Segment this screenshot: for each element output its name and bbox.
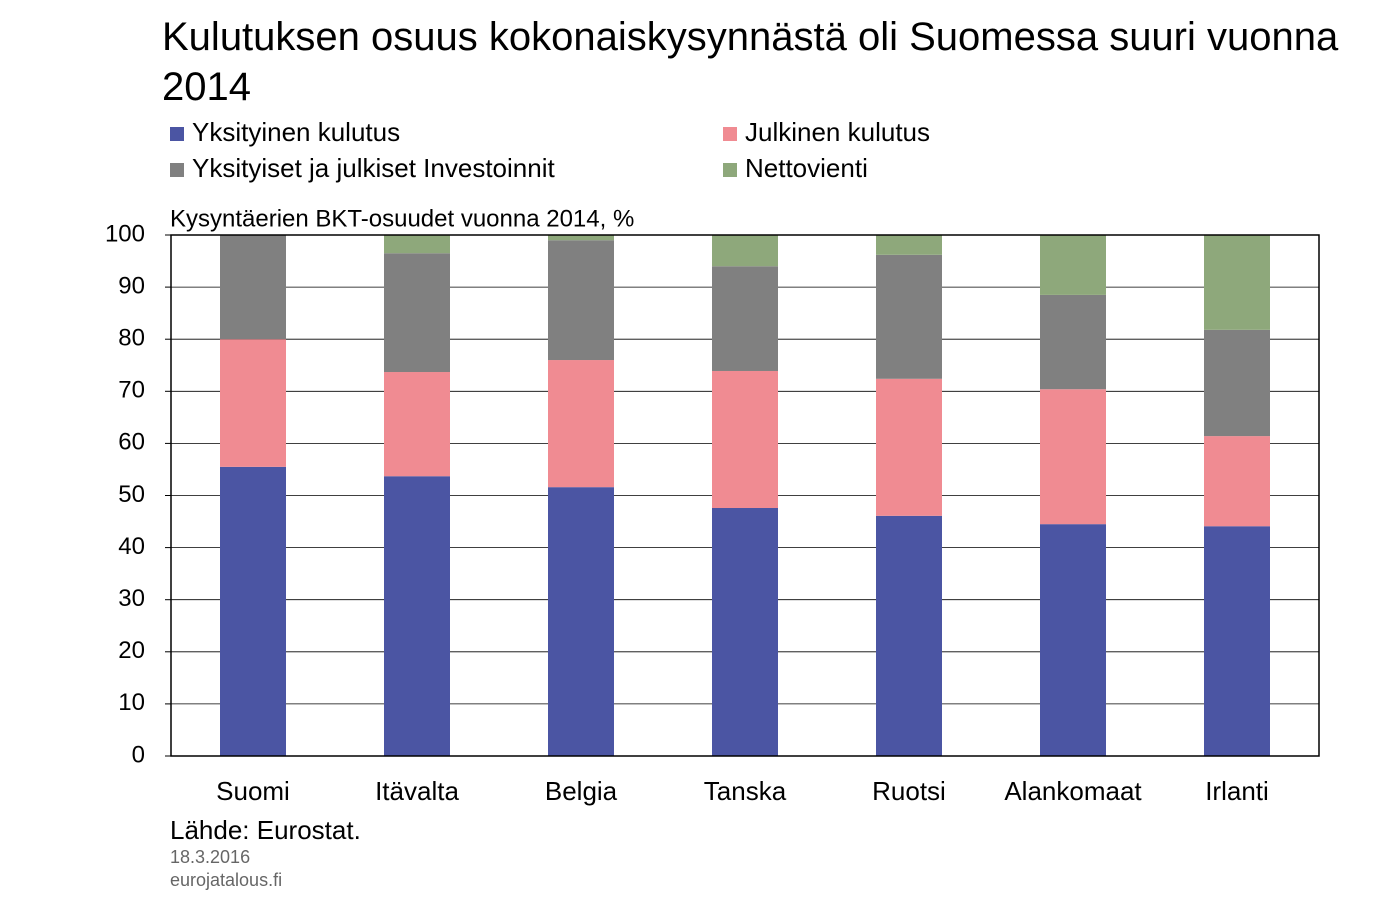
bar-segment [1204,436,1270,527]
bar-segment [712,370,778,509]
y-tick-label: 100 [105,220,145,247]
bar-segment [384,476,450,756]
bar-segment [1040,524,1106,756]
date: 18.3.2016 [170,847,250,867]
x-tick-label: Itävalta [375,776,459,806]
bar-segment [384,372,450,477]
legend-swatch [723,127,737,141]
bar-segment [1204,235,1270,330]
x-tick-label: Ruotsi [872,776,946,806]
bar-segment [1040,294,1106,390]
bar-segment [712,508,778,756]
bar-segment [220,235,286,340]
bar-segment [876,235,942,255]
chart-title: Kulutuksen osuus kokonaiskysynnästä oli … [162,15,1339,109]
y-tick-label: 30 [118,585,145,612]
source: Lähde: Eurostat. [170,815,361,845]
y-tick-label: 20 [118,637,145,664]
bar-segment [548,487,614,756]
x-tick-label: Irlanti [1205,776,1269,806]
subtitle: Kysyntäerien BKT-osuudet vuonna 2014, % [170,205,634,232]
bar-segment [384,253,450,373]
legend-swatch [723,163,737,177]
bar-segment [1040,389,1106,525]
legend-label: Yksityinen kulutus [192,117,400,147]
bar-segment [876,378,942,516]
bar-segment [876,254,942,379]
bar-segment [1040,235,1106,295]
y-tick-label: 10 [118,689,145,716]
x-tick-label: Belgia [545,776,618,806]
legend-label: Yksityiset ja julkiset Investoinnit [192,153,555,183]
bar-segment [384,235,450,254]
bar-segment [548,360,614,488]
bar-segment [712,235,778,267]
bar-segment [1204,329,1270,437]
y-tick-label: 50 [118,481,145,508]
bar-segment [712,266,778,371]
plot-frame [170,234,1320,757]
bar-segment [548,240,614,361]
bar-segment [220,339,286,467]
y-tick-label: 40 [118,533,145,560]
bar-segment [220,466,286,756]
legend-swatch [170,127,184,141]
bar-segment [548,235,614,241]
legend-label: Julkinen kulutus [745,117,930,147]
y-tick-label: 90 [118,272,145,299]
bar-segment [876,515,942,756]
y-tick-label: 70 [118,377,145,404]
y-tick-label: 80 [118,325,145,352]
bar-segment [1204,526,1270,756]
x-tick-label: Tanska [704,776,787,806]
x-tick-label: Alankomaat [1004,776,1142,806]
x-tick-label: Suomi [216,776,290,806]
legend-swatch [170,163,184,177]
legend-label: Nettovienti [745,153,868,183]
y-tick-label: 0 [132,741,145,768]
site: eurojatalous.fi [170,870,282,890]
y-tick-label: 60 [118,429,145,456]
